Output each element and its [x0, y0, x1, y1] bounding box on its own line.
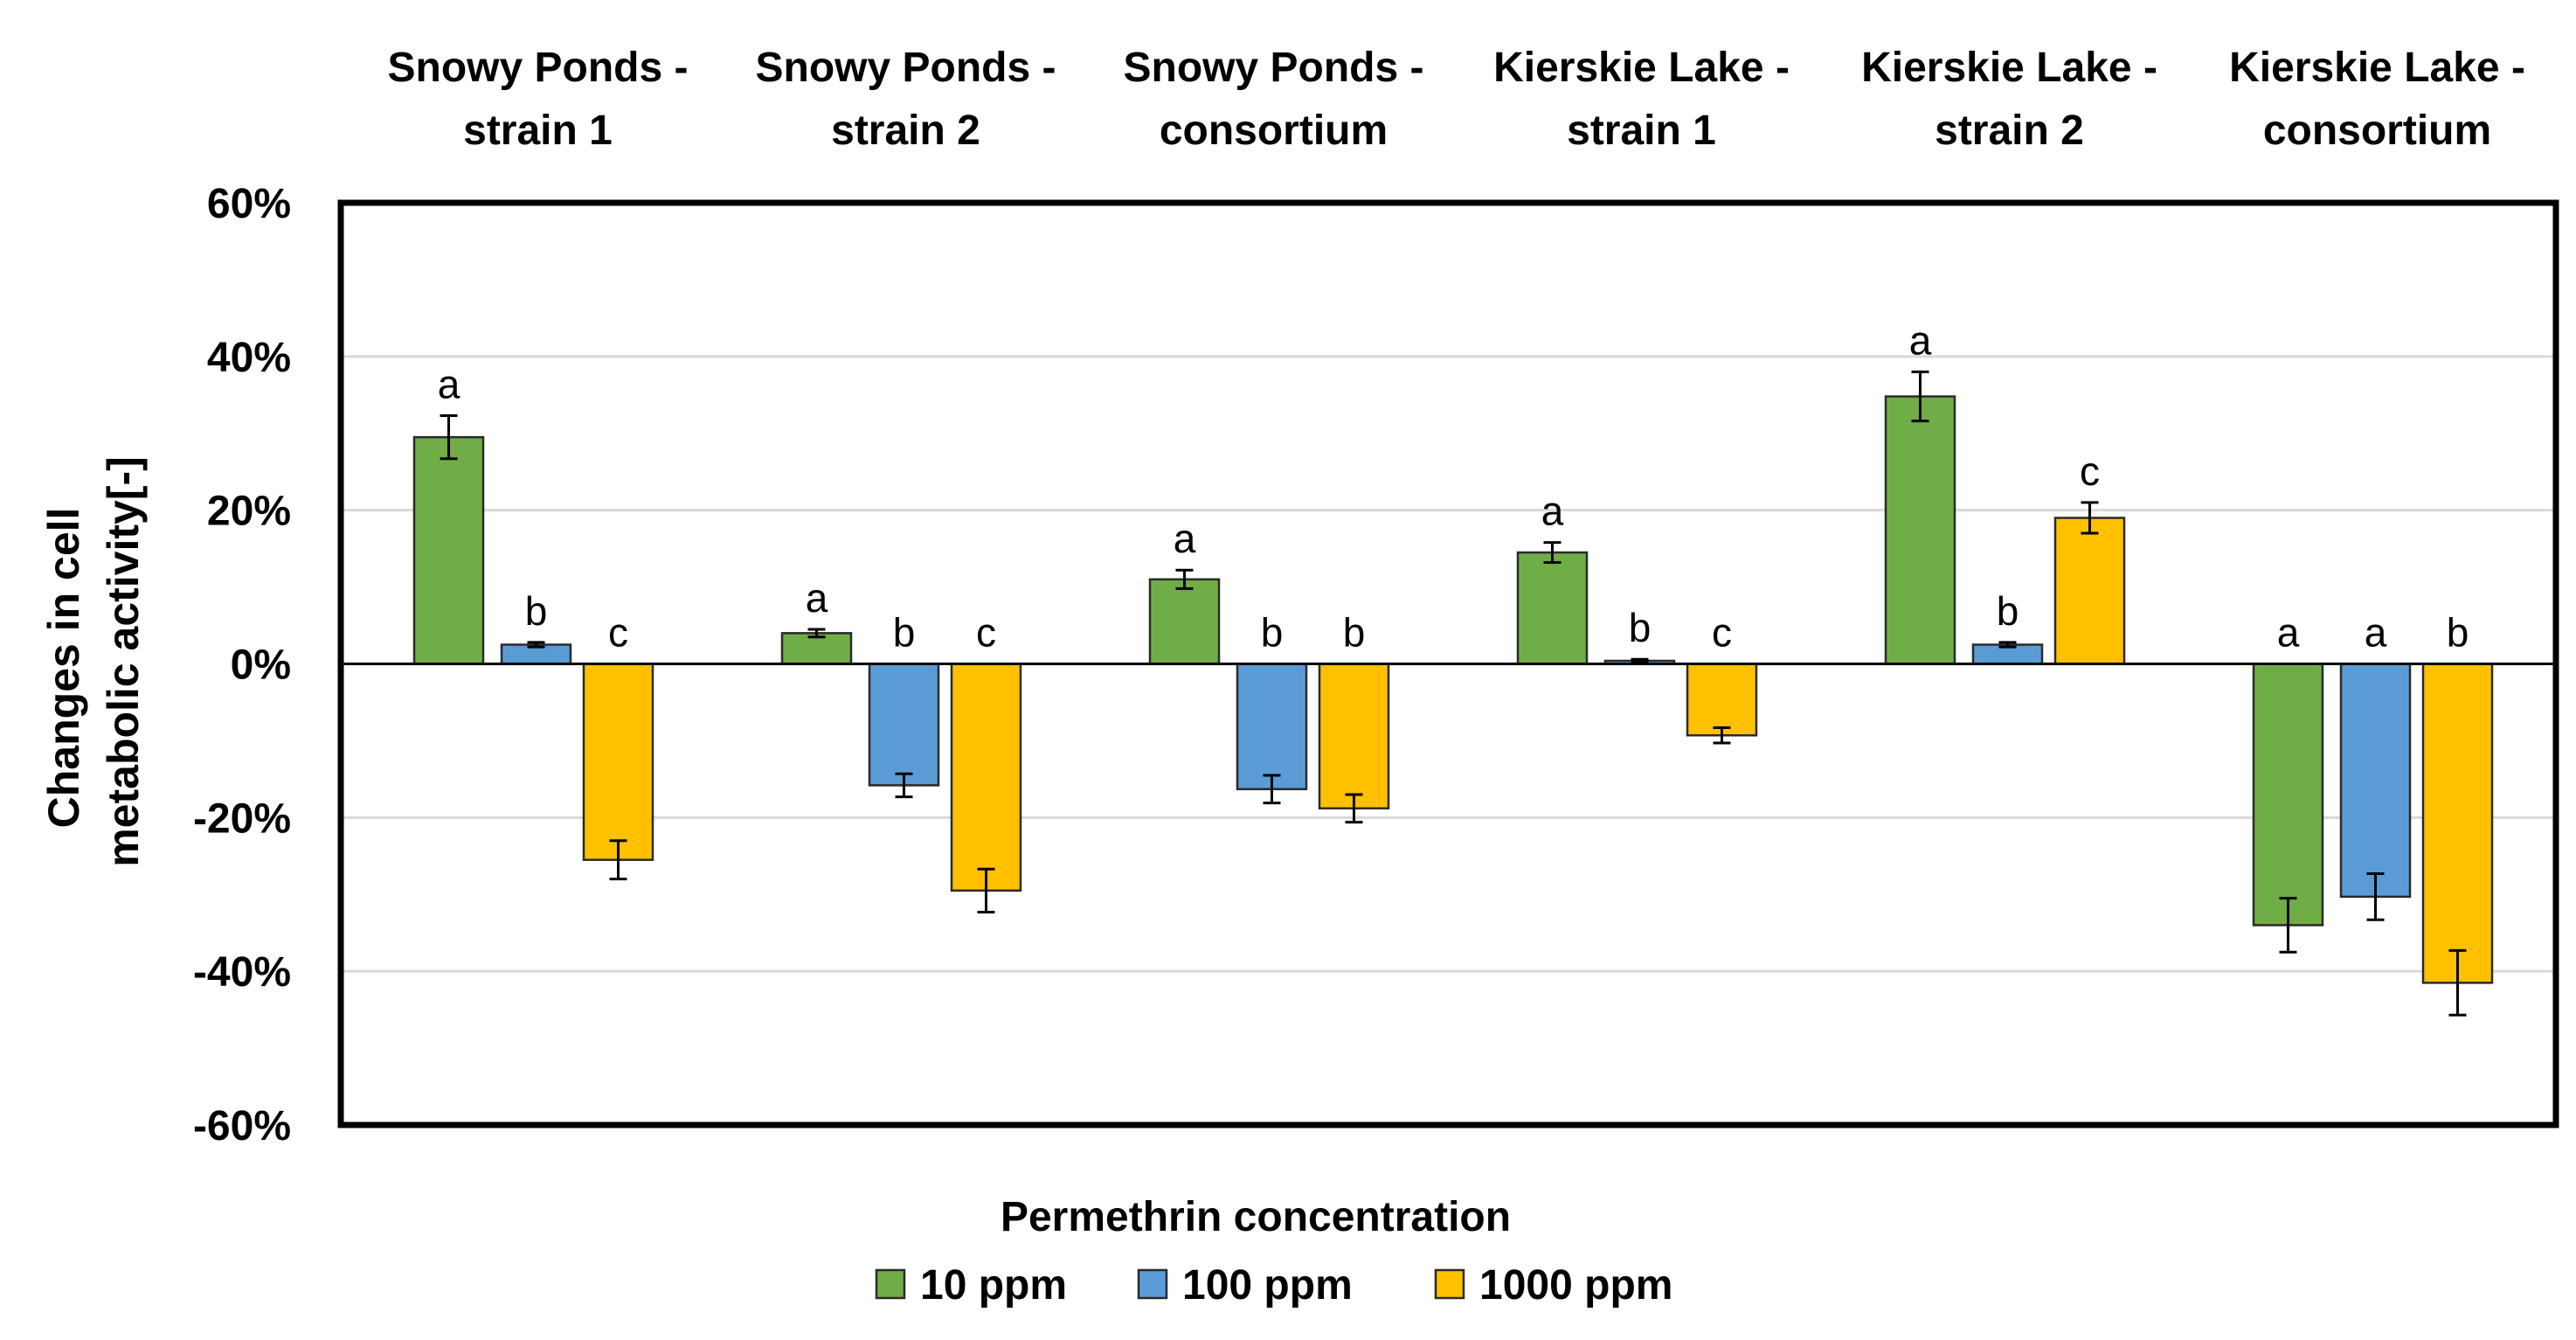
plot-area-frame — [337, 199, 2559, 1128]
significance-letters: a a a a a a b b b b b a c c b c c b — [438, 317, 2469, 655]
category-header-label: Kierskie Lake - — [1493, 45, 1790, 91]
category-headers: Snowy Ponds - strain 1 Snowy Ponds - strain… — [387, 45, 2524, 154]
legend: 10 ppm 100 ppm 1000 ppm — [875, 1262, 1672, 1309]
category-header-label: Kierskie Lake - — [2229, 45, 2525, 91]
significance-letter: c — [608, 610, 628, 656]
significance-letter: a — [438, 362, 460, 407]
y-axis-label-line-2: metabolic activity[-] — [99, 456, 148, 867]
bar — [868, 663, 940, 787]
y-tick-label: 40% — [207, 335, 291, 381]
significance-letter: b — [893, 610, 916, 656]
significance-letter: c — [976, 610, 996, 656]
y-tick-label: 0% — [231, 642, 291, 689]
legend-swatch — [1137, 1268, 1168, 1300]
bar — [1318, 663, 1390, 810]
bar — [2339, 663, 2412, 899]
significance-letter: c — [1712, 610, 1732, 656]
category-header-label: Snowy Ponds - — [755, 45, 1056, 91]
significance-letter: b — [1629, 605, 1652, 650]
y-tick-label: -40% — [193, 949, 291, 996]
legend-swatch — [875, 1268, 906, 1300]
category-header-label: strain 1 — [1567, 108, 1716, 154]
bar — [1516, 551, 1589, 665]
y-tick-labels: -60% -40% -20% 0% 20% 40% 60% — [193, 181, 291, 1149]
legend-swatch — [1434, 1268, 1465, 1300]
significance-letter: b — [2447, 610, 2469, 656]
category-header-label: strain 2 — [831, 108, 980, 154]
significance-letter: a — [1174, 516, 1196, 561]
category-header-label: consortium — [2263, 108, 2491, 154]
category-header-label: Snowy Ponds - — [1123, 45, 1423, 91]
y-tick-label: 60% — [207, 181, 291, 227]
bar — [1884, 395, 1956, 665]
bars — [412, 395, 2494, 984]
significance-letter: a — [1541, 489, 1564, 534]
significance-letter: b — [1997, 588, 2019, 634]
y-tick-label: -60% — [193, 1103, 291, 1149]
y-tick-label: 20% — [207, 489, 291, 535]
bar — [1148, 578, 1221, 665]
legend-label: 1000 ppm — [1479, 1262, 1672, 1309]
significance-letter: a — [2365, 610, 2387, 656]
category-header-label: Snowy Ponds - — [387, 45, 688, 91]
significance-letter: b — [1261, 610, 1284, 656]
significance-letter: a — [806, 575, 828, 621]
significance-letter: b — [1343, 610, 1366, 656]
significance-letter: b — [525, 588, 548, 634]
significance-letter: a — [1909, 317, 1932, 363]
bar — [582, 663, 654, 861]
legend-label: 10 ppm — [920, 1262, 1067, 1309]
x-axis-label: Permethrin concentration — [1001, 1194, 1511, 1240]
category-header-label: consortium — [1160, 108, 1388, 154]
y-tick-label: -20% — [193, 795, 291, 842]
y-axis-label-line-1: Changes in cell — [39, 508, 88, 829]
category-header-label: Kierskie Lake - — [1861, 45, 2157, 91]
bar — [1236, 663, 1308, 791]
legend-label: 100 ppm — [1182, 1262, 1353, 1309]
bar — [1686, 663, 1758, 737]
bar — [950, 663, 1022, 892]
significance-letter: c — [2080, 448, 2100, 494]
bar — [412, 435, 485, 665]
category-header-label: strain 2 — [1935, 108, 2084, 154]
bar — [2252, 663, 2324, 927]
y-axis-label: Changes in cell metabolic activity[-] — [39, 456, 148, 867]
error-bars — [440, 370, 2467, 1017]
bar — [2053, 517, 2126, 665]
category-header-label: strain 1 — [463, 108, 613, 154]
gridlines — [341, 355, 2556, 973]
bar — [2421, 663, 2494, 984]
significance-letter: a — [2277, 610, 2300, 656]
